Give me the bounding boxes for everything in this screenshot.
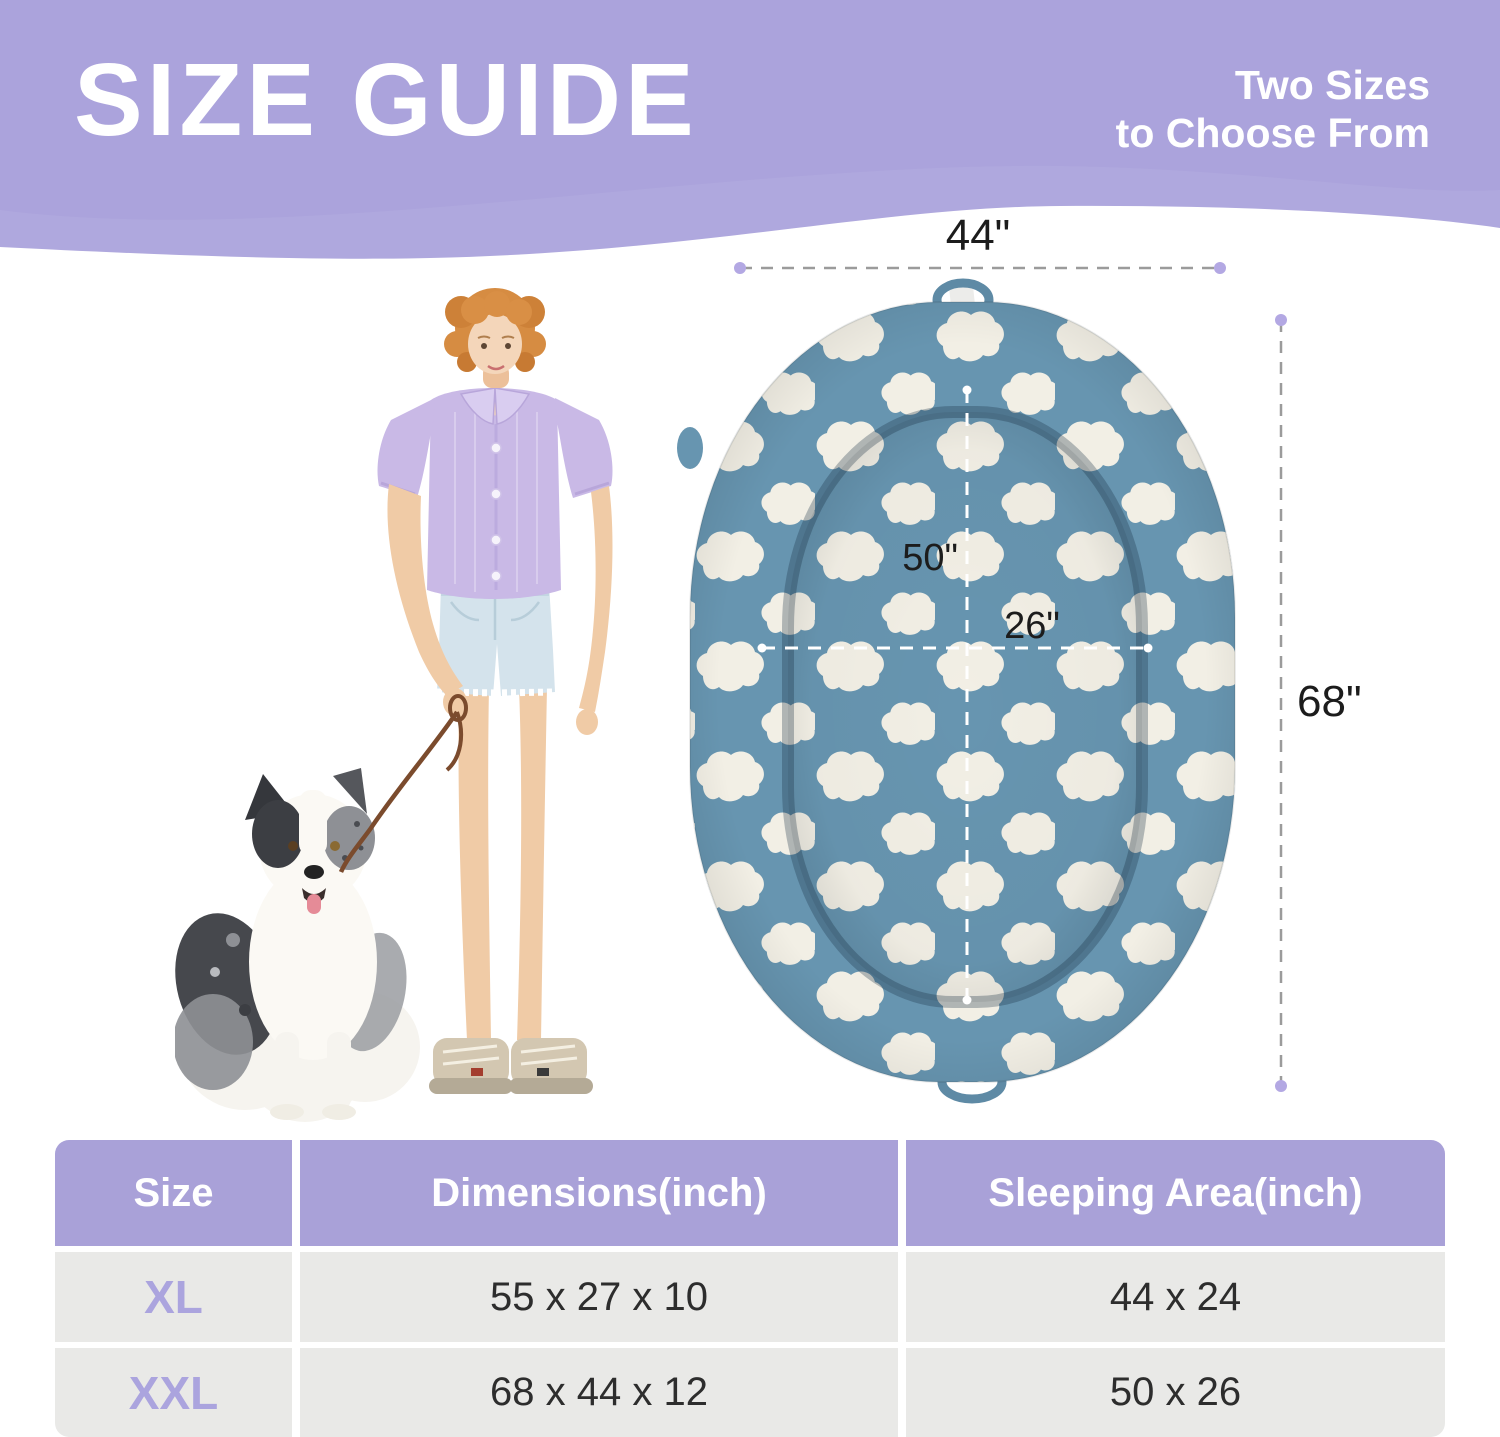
banner-wave-shape [0,0,1500,259]
dog-leash [338,694,468,873]
dog-head [245,768,375,914]
subtitle-line-2: to Choose From [1115,109,1430,156]
outer-width-dimension [734,262,1226,274]
size-table: Size Dimensions(inch) Sleeping Area(inch… [55,1140,1445,1437]
row-xl-sleeping-area: 44 x 24 [906,1252,1445,1342]
outer-height-label: 68" [1297,677,1362,726]
sleeping-area-crosshair [757,385,1153,1005]
woman-head [444,288,546,388]
woman-figure [377,288,613,1094]
model-with-dog-photo [175,288,613,1122]
dog-figure [175,768,420,1122]
row-xxl-dimensions: 68 x 44 x 12 [300,1348,898,1437]
outer-height-dimension [1275,314,1287,1092]
row-xl-size: XL [55,1252,292,1342]
row-xxl-size: XXL [55,1348,292,1437]
page-title: SIZE GUIDE [74,42,698,157]
sleeping-width-label: 26" [1004,605,1060,647]
banner-wave-highlight [0,165,1500,259]
banner-wave [0,0,1500,259]
sneakers [429,1038,593,1094]
bed-outline [689,301,1236,1083]
outer-width-label: 44" [946,211,1011,260]
row-xxl-sleeping-area: 50 x 26 [906,1348,1445,1437]
page-subtitle: Two Sizes to Choose From [1116,62,1430,157]
row-xl-dimensions: 55 x 27 x 10 [300,1252,898,1342]
column-header-sleeping-area: Sleeping Area(inch) [906,1140,1445,1246]
sleeping-length-label: 50" [902,537,958,579]
subtitle-line-1: Two Sizes [1234,62,1430,108]
column-header-size: Size [55,1140,292,1246]
column-header-dimensions: Dimensions(inch) [300,1140,898,1246]
purple-shirt [377,387,613,599]
bed-inner-shading [788,412,1142,1002]
